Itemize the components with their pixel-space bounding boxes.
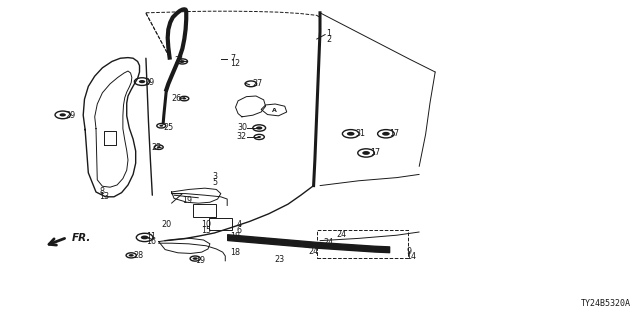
Text: 14: 14 <box>406 252 417 261</box>
Text: 18: 18 <box>230 248 241 257</box>
Circle shape <box>60 113 66 116</box>
Text: 3: 3 <box>212 172 218 181</box>
Text: 27: 27 <box>253 79 263 88</box>
Text: 5: 5 <box>212 178 218 187</box>
Text: 28: 28 <box>133 251 143 260</box>
Text: 18: 18 <box>230 232 241 241</box>
Text: 25: 25 <box>163 123 173 132</box>
Text: 8: 8 <box>99 187 104 196</box>
Bar <box>193 204 216 217</box>
Text: 22: 22 <box>151 143 161 152</box>
Text: 23: 23 <box>274 255 284 264</box>
Circle shape <box>139 80 145 83</box>
Text: 12: 12 <box>230 60 241 68</box>
Text: 10: 10 <box>202 220 212 229</box>
Circle shape <box>141 236 148 239</box>
Bar <box>209 218 232 230</box>
Text: 6: 6 <box>237 226 242 235</box>
Circle shape <box>256 126 262 130</box>
Text: 9: 9 <box>406 247 412 256</box>
Text: 13: 13 <box>99 192 109 201</box>
Circle shape <box>157 146 161 148</box>
Text: 7: 7 <box>230 54 236 63</box>
Text: 2: 2 <box>326 35 332 44</box>
Circle shape <box>182 98 186 100</box>
Text: 16: 16 <box>146 237 156 246</box>
Text: 11: 11 <box>146 232 156 241</box>
Circle shape <box>347 132 355 136</box>
Text: 24: 24 <box>336 230 346 239</box>
Circle shape <box>159 125 163 127</box>
Text: 24: 24 <box>308 247 319 256</box>
Text: 17: 17 <box>370 148 380 157</box>
Text: 19: 19 <box>195 256 205 265</box>
Text: FR.: FR. <box>72 233 91 244</box>
Text: 26: 26 <box>172 94 182 103</box>
Text: 29: 29 <box>65 111 76 120</box>
Text: 4: 4 <box>237 220 242 229</box>
Text: 31: 31 <box>356 129 366 138</box>
Text: TY24B5320A: TY24B5320A <box>580 299 630 308</box>
Text: 17: 17 <box>389 129 399 138</box>
Text: 20: 20 <box>161 220 172 229</box>
Text: A: A <box>271 108 276 113</box>
Circle shape <box>129 254 134 257</box>
Text: 21: 21 <box>174 56 184 65</box>
Circle shape <box>382 132 390 136</box>
Circle shape <box>180 60 185 63</box>
Circle shape <box>257 136 261 138</box>
Circle shape <box>193 257 198 260</box>
Text: 19: 19 <box>182 196 193 205</box>
Circle shape <box>362 151 370 155</box>
Text: 1: 1 <box>326 29 332 38</box>
Text: 30: 30 <box>237 124 247 132</box>
Text: 15: 15 <box>202 226 212 235</box>
Text: 24: 24 <box>323 238 333 247</box>
Text: 29: 29 <box>144 78 154 87</box>
Text: 32: 32 <box>237 132 247 141</box>
